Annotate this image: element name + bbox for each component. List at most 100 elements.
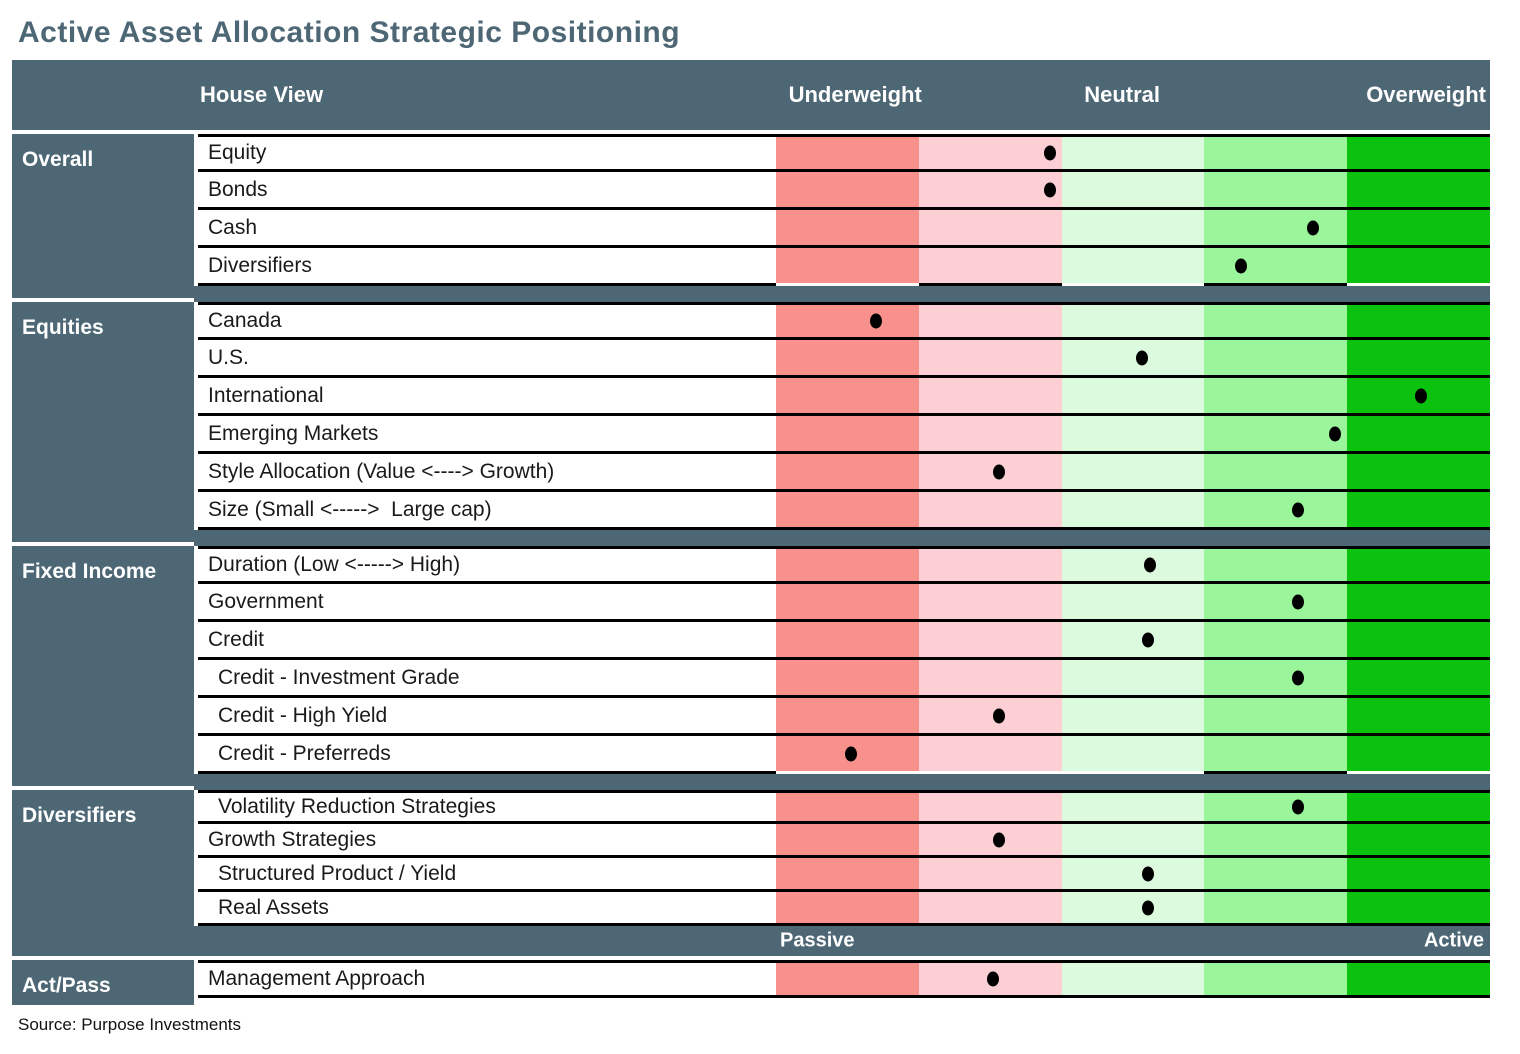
positioning-scale <box>776 892 1490 926</box>
positioning-scale <box>776 416 1490 454</box>
scale-band-slight-overweight <box>1204 622 1348 657</box>
column-header-neutral: Neutral <box>1084 82 1161 107</box>
positioning-scale <box>776 134 1490 172</box>
scale-band-overweight <box>1347 622 1490 657</box>
section-label: Equities <box>12 302 194 530</box>
row-label: Structured Product / Yield <box>198 858 776 892</box>
row-label: Size (Small <-----> Large cap) <box>198 492 776 530</box>
scale-band-neutral <box>1061 824 1205 855</box>
position-dot <box>1141 866 1154 881</box>
positioning-scale <box>776 790 1490 824</box>
scale-band-underweight <box>776 660 919 695</box>
scale-band-slight-overweight <box>1204 340 1348 375</box>
position-dot <box>1291 594 1304 609</box>
column-header-underweight: Underweight <box>788 82 922 107</box>
section-label: Diversifiers <box>12 790 194 926</box>
row-label: Cash <box>198 210 776 248</box>
row-label: Style Allocation (Value <----> Growth) <box>198 454 776 492</box>
table-row: Bonds <box>198 172 1490 210</box>
row-label: U.S. <box>198 340 776 378</box>
position-dot <box>1414 388 1427 403</box>
scale-band-slight-underweight <box>918 660 1062 695</box>
section-diversifiers: Diversifiers Volatility Reduction Strateg… <box>12 790 1490 926</box>
cell-border-mark <box>1204 771 1348 774</box>
row-label: Volatility Reduction Strategies <box>198 790 776 824</box>
scale-band-overweight <box>1347 698 1490 733</box>
scale-band-slight-underweight <box>918 622 1062 657</box>
section-label: Act/Pass <box>12 960 194 1005</box>
scale-band-underweight <box>776 378 919 413</box>
section-separator <box>12 530 1490 546</box>
positioning-scale <box>776 492 1490 530</box>
scale-band-overweight <box>1347 549 1490 581</box>
scale-band-neutral <box>1061 858 1205 889</box>
scale-band-overweight <box>1347 305 1490 337</box>
row-label: Credit - Investment Grade <box>198 660 776 698</box>
scale-band-slight-overweight <box>1204 248 1348 283</box>
scale-band-slight-overweight <box>1204 698 1348 733</box>
section-equities: Equities Canada U.S. International Emerging … <box>12 302 1490 530</box>
scale-band-slight-overweight <box>1204 892 1348 923</box>
scale-band-underweight <box>776 340 919 375</box>
scale-band-overweight <box>1347 416 1490 451</box>
scale-band-overweight <box>1347 963 1490 995</box>
scale-band-slight-overweight <box>1204 793 1348 821</box>
scale-band-neutral <box>1061 963 1205 995</box>
scale-band-underweight <box>776 416 919 451</box>
scale-band-neutral <box>1061 340 1205 375</box>
scale-band-overweight <box>1347 454 1490 489</box>
scale-band-neutral <box>1061 454 1205 489</box>
table-header: House View Underweight Neutral Overweigh… <box>12 60 1490 130</box>
scale-band-slight-overweight <box>1204 824 1348 855</box>
scale-band-slight-overweight <box>1204 378 1348 413</box>
scale-band-slight-underweight <box>918 137 1062 169</box>
positioning-scale <box>776 248 1490 286</box>
scale-band-neutral <box>1061 416 1205 451</box>
scale-band-slight-underweight <box>918 793 1062 821</box>
page-title: Active Asset Allocation Strategic Positi… <box>18 16 681 49</box>
positioning-scale <box>776 454 1490 492</box>
scale-band-underweight <box>776 137 919 169</box>
cell-border-mark <box>1204 283 1348 286</box>
position-dot <box>1136 350 1149 365</box>
scale-band-slight-underweight <box>918 549 1062 581</box>
passive-active-bar: Passive Active <box>12 926 1490 956</box>
section-rows: Management Approach <box>198 960 1490 1005</box>
row-label: Credit - Preferreds <box>198 736 776 774</box>
scale-band-neutral <box>1061 172 1205 207</box>
table-row: Emerging Markets <box>198 416 1490 454</box>
bar-divider <box>12 956 1490 960</box>
scale-band-overweight <box>1347 892 1490 923</box>
positioning-scale <box>776 858 1490 892</box>
table-row: Structured Product / Yield <box>198 858 1490 892</box>
row-label: Credit <box>198 622 776 660</box>
scale-band-underweight <box>776 963 919 995</box>
positioning-scale <box>776 546 1490 584</box>
scale-band-slight-underweight <box>918 736 1062 771</box>
section-label: Fixed Income <box>12 546 194 774</box>
position-dot <box>1291 502 1304 517</box>
scale-band-slight-underweight <box>918 305 1062 337</box>
table-row: Credit - High Yield <box>198 698 1490 736</box>
position-dot <box>1291 670 1304 685</box>
section-rows: Duration (Low <-----> High) Government Cre… <box>198 546 1490 774</box>
scale-band-slight-underweight <box>918 492 1062 527</box>
column-header-house-view: House View <box>200 82 324 107</box>
section-label: Overall <box>12 134 194 286</box>
scale-band-neutral <box>1061 584 1205 619</box>
table-row: Equity <box>198 134 1490 172</box>
table-row: Real Assets <box>198 892 1490 926</box>
position-dot <box>1329 426 1342 441</box>
positioning-scale <box>776 340 1490 378</box>
table-row: U.S. <box>198 340 1490 378</box>
row-label: Real Assets <box>198 892 776 926</box>
scale-band-slight-overweight <box>1204 584 1348 619</box>
table-row: Duration (Low <-----> High) <box>198 546 1490 584</box>
scale-band-slight-overweight <box>1204 210 1348 245</box>
scale-band-neutral <box>1061 248 1205 283</box>
position-dot <box>1306 220 1319 235</box>
scale-band-overweight <box>1347 340 1490 375</box>
row-label: Equity <box>198 134 776 172</box>
scale-band-underweight <box>776 622 919 657</box>
scale-band-neutral <box>1061 378 1205 413</box>
